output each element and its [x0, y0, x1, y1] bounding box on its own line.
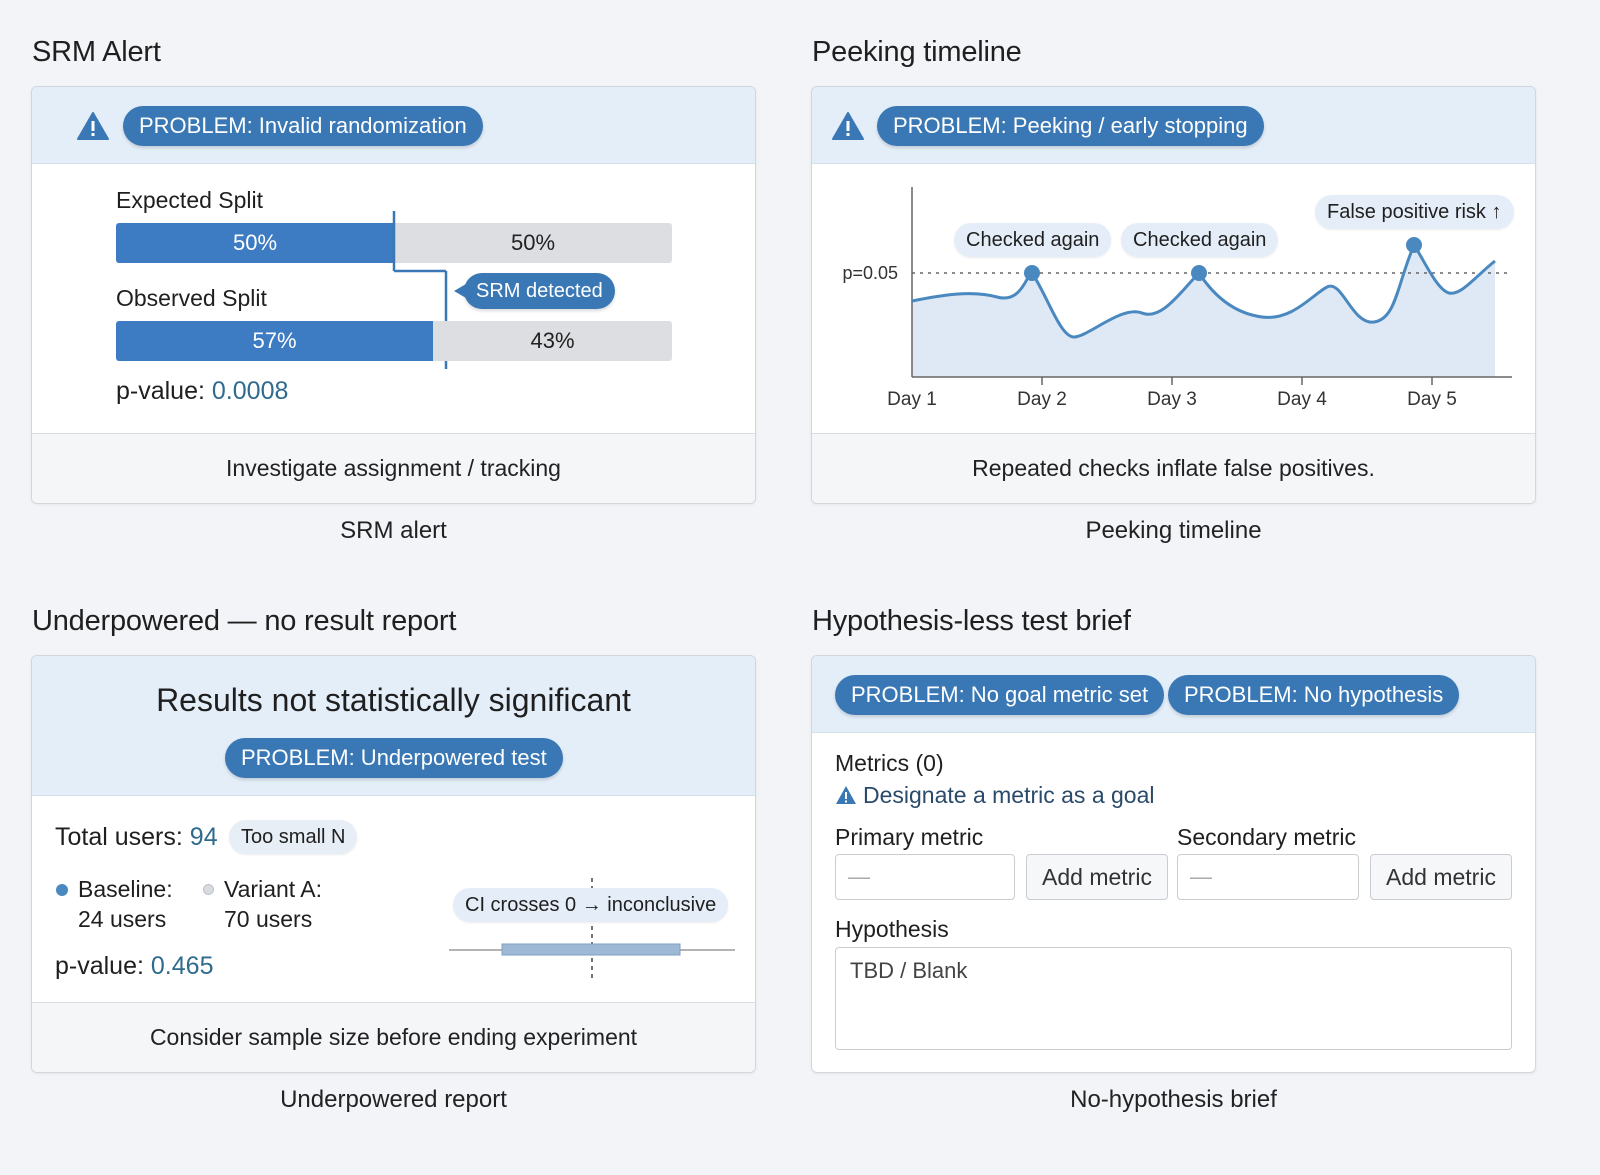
underpowered-card: Results not statistically significant PR… — [31, 655, 756, 1073]
underpowered-section-title: Underpowered — no result report — [32, 605, 457, 637]
total-users-value: 94 — [189, 823, 218, 851]
expected-split-label: Expected Split — [116, 187, 264, 213]
add-secondary-metric-button[interactable]: Add metric — [1370, 854, 1512, 900]
secondary-metric-field[interactable]: — — [1177, 854, 1359, 900]
expected-b-segment: 50% — [394, 223, 672, 263]
srm-card: PROBLEM: Invalid randomization Expected … — [31, 86, 756, 504]
ci-annotation: CI crosses 0 → inconclusive — [453, 888, 729, 922]
warning-icon — [77, 112, 109, 140]
srm-badge-pointer — [454, 284, 466, 298]
x-tick-label: Day 3 — [1147, 389, 1197, 410]
observed-b-segment: 43% — [433, 321, 672, 361]
too-small-n-badge: Too small N — [229, 820, 358, 854]
underpowered-caption: Underpowered report — [280, 1086, 507, 1113]
total-users-label: Total users: — [55, 823, 183, 851]
primary-metric-label: Primary metric — [835, 824, 984, 850]
hypothesis-label: Hypothesis — [835, 916, 949, 942]
variant-dot-icon — [203, 884, 214, 895]
brief-section-title: Hypothesis-less test brief — [812, 605, 1131, 637]
observed-split-label: Observed Split — [116, 285, 267, 311]
peeking-card: PROBLEM: Peeking / early stopping p=0.05… — [811, 86, 1536, 504]
no-goal-metric-badge: PROBLEM: No goal metric set — [835, 675, 1165, 715]
threshold-label: p=0.05 — [842, 263, 898, 283]
underpowered-headline: Results not statistically significant — [156, 682, 631, 718]
variant-label: Variant A: — [224, 876, 323, 902]
hypothesis-field[interactable]: TBD / Blank — [835, 947, 1512, 1050]
underpowered-pvalue-value: 0.465 — [150, 952, 214, 980]
warning-icon — [836, 786, 856, 804]
warning-icon — [832, 112, 864, 140]
srm-caption: SRM alert — [340, 517, 447, 544]
srm-pvalue: p-value: 0.0008 — [116, 377, 288, 406]
secondary-metric-label: Secondary metric — [1177, 824, 1356, 850]
ci-interval — [501, 943, 681, 956]
check-point — [1406, 237, 1422, 253]
no-hypothesis-badge: PROBLEM: No hypothesis — [1168, 675, 1460, 715]
x-tick-label: Day 1 — [887, 389, 937, 410]
srm-pvalue-value: 0.0008 — [211, 377, 289, 405]
peeking-card-header: PROBLEM: Peeking / early stopping — [812, 87, 1535, 164]
underpowered-pvalue-label: p-value: — [55, 952, 144, 980]
checked-again-annotation: Checked again — [1121, 223, 1279, 257]
designate-goal-link[interactable]: Designate a metric as a goal — [863, 782, 1155, 808]
underpowered-pvalue: p-value: 0.465 — [55, 952, 213, 981]
expected-a-segment: 50% — [116, 223, 394, 263]
brief-caption: No-hypothesis brief — [1070, 1086, 1277, 1113]
pvalue-area — [912, 245, 1495, 377]
srm-card-footer: Investigate assignment / tracking — [32, 433, 755, 503]
brief-card-header: PROBLEM: No goal metric set PROBLEM: No … — [812, 656, 1535, 733]
primary-metric-field[interactable]: — — [835, 854, 1015, 900]
total-users: Total users: 94 — [55, 823, 218, 852]
variant-users: 70 users — [224, 906, 313, 932]
peeking-chart: p=0.05 Day 1 Day 2 Day 3 Day 4 Day 5 — [842, 187, 1512, 410]
checked-again-annotation: Checked again — [954, 223, 1112, 257]
observed-a-segment: 57% — [116, 321, 433, 361]
srm-section-title: SRM Alert — [32, 36, 161, 68]
peeking-section-title: Peeking timeline — [812, 36, 1022, 68]
peeking-card-footer: Repeated checks inflate false positives. — [812, 433, 1535, 503]
x-tick-label: Day 5 — [1407, 389, 1457, 410]
baseline-users: 24 users — [78, 906, 167, 932]
check-point — [1191, 265, 1207, 281]
baseline-label: Baseline: — [78, 876, 173, 902]
check-point — [1024, 265, 1040, 281]
srm-problem-badge: PROBLEM: Invalid randomization — [123, 106, 483, 146]
x-tick-label: Day 4 — [1277, 389, 1327, 410]
add-primary-metric-button[interactable]: Add metric — [1026, 854, 1168, 900]
srm-card-header: PROBLEM: Invalid randomization — [32, 87, 755, 164]
underpowered-card-header: Results not statistically significant PR… — [32, 656, 755, 796]
false-positive-annotation: False positive risk ↑ — [1315, 195, 1514, 229]
underpowered-card-footer: Consider sample size before ending exper… — [32, 1002, 755, 1072]
peeking-caption: Peeking timeline — [1085, 517, 1262, 544]
observed-split-bar: 57% 43% — [116, 321, 672, 361]
x-tick-label: Day 2 — [1017, 389, 1067, 410]
metrics-count-label: Metrics (0) — [835, 750, 944, 776]
baseline-dot-icon — [56, 884, 68, 896]
underpowered-problem-badge: PROBLEM: Underpowered test — [225, 738, 563, 778]
peeking-problem-badge: PROBLEM: Peeking / early stopping — [877, 106, 1264, 146]
brief-card: PROBLEM: No goal metric set PROBLEM: No … — [811, 655, 1536, 1073]
srm-pvalue-label: p-value: — [116, 377, 205, 405]
expected-split-bar: 50% 50% — [116, 223, 672, 263]
srm-detected-badge: SRM detected — [464, 273, 615, 309]
